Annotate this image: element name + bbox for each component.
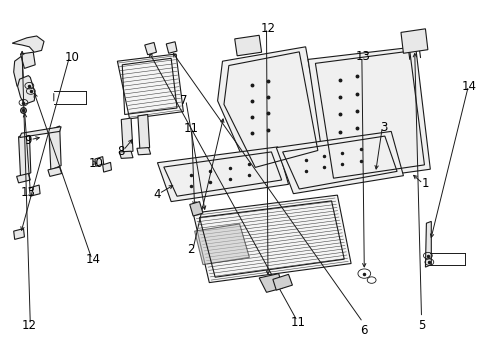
Polygon shape [138, 114, 149, 149]
Text: 1: 1 [421, 177, 428, 190]
Polygon shape [48, 167, 61, 176]
Text: 11: 11 [290, 316, 305, 329]
Polygon shape [18, 76, 35, 104]
Polygon shape [137, 148, 150, 155]
Text: 10: 10 [65, 51, 80, 64]
Polygon shape [17, 174, 30, 183]
Polygon shape [121, 118, 133, 153]
Polygon shape [217, 47, 325, 173]
Text: 14: 14 [85, 253, 100, 266]
Polygon shape [29, 185, 40, 196]
Polygon shape [193, 195, 350, 283]
Polygon shape [14, 56, 23, 86]
Polygon shape [425, 221, 430, 267]
Text: 12: 12 [22, 319, 37, 332]
Text: 10: 10 [88, 157, 103, 170]
Text: 13: 13 [21, 186, 36, 199]
Polygon shape [189, 202, 203, 216]
Polygon shape [307, 47, 429, 184]
Text: 2: 2 [186, 243, 194, 256]
Polygon shape [95, 157, 103, 166]
Polygon shape [12, 36, 44, 52]
Polygon shape [20, 127, 61, 138]
Text: 7: 7 [179, 94, 187, 107]
Text: 12: 12 [260, 22, 275, 35]
Text: 13: 13 [355, 50, 369, 63]
Polygon shape [117, 54, 183, 119]
Polygon shape [157, 147, 288, 202]
Polygon shape [259, 274, 282, 292]
Text: 14: 14 [461, 80, 476, 93]
Polygon shape [166, 42, 177, 53]
Text: 8: 8 [117, 145, 125, 158]
Polygon shape [194, 224, 249, 265]
Polygon shape [119, 151, 133, 158]
Text: 9: 9 [24, 134, 32, 147]
Polygon shape [19, 132, 31, 177]
Polygon shape [234, 35, 261, 56]
Text: 6: 6 [360, 324, 367, 337]
Polygon shape [144, 42, 156, 55]
Polygon shape [49, 126, 61, 170]
Text: 5: 5 [417, 319, 425, 332]
Text: 3: 3 [379, 121, 387, 134]
Polygon shape [400, 29, 427, 53]
Polygon shape [276, 131, 403, 194]
Polygon shape [20, 52, 35, 68]
Text: 4: 4 [153, 188, 161, 201]
Polygon shape [272, 274, 292, 290]
Polygon shape [102, 162, 111, 172]
Polygon shape [14, 229, 24, 239]
Text: 11: 11 [183, 122, 198, 135]
